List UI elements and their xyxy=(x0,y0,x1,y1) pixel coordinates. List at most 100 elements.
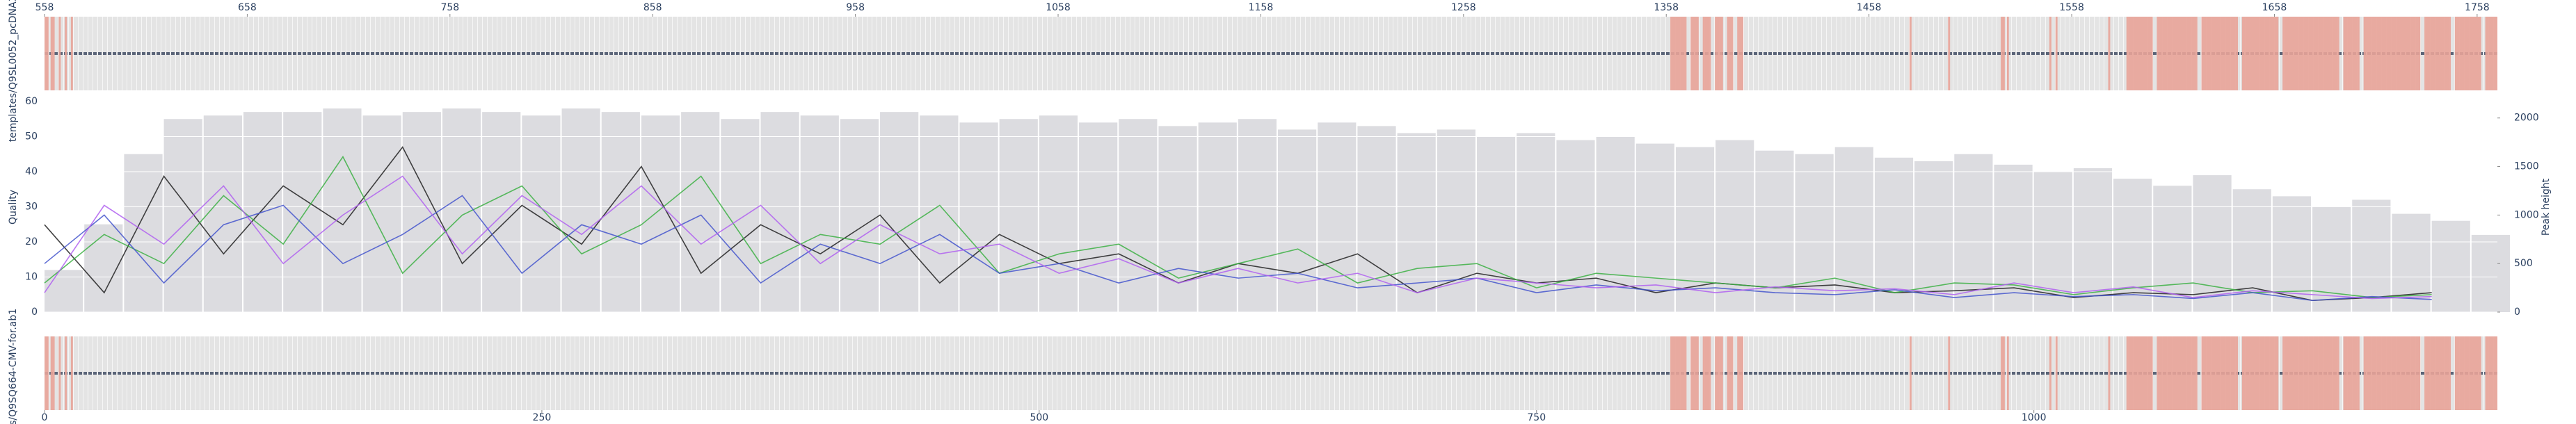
y2-tick-label: 500 xyxy=(2514,258,2533,269)
y2-tick-label: 0 xyxy=(2514,307,2520,318)
bottom-tick-label: 500 xyxy=(1030,412,1048,423)
quality-bar xyxy=(959,122,998,313)
top-tick-label: 1758 xyxy=(2465,2,2490,13)
y-tick-label: 10 xyxy=(25,272,38,283)
quality-bar xyxy=(1556,140,1595,312)
quality-bar xyxy=(681,112,720,312)
mismatch xyxy=(2343,336,2360,410)
quality-bar xyxy=(163,119,202,312)
quality-bar xyxy=(1397,133,1436,312)
quality-bar xyxy=(721,119,760,312)
mismatch xyxy=(2108,17,2111,90)
mismatch xyxy=(1737,336,1743,410)
y2-tick-label: 1000 xyxy=(2514,209,2539,220)
y-tick-label: 50 xyxy=(25,131,38,142)
mismatch xyxy=(2363,17,2421,90)
mismatch xyxy=(65,336,67,410)
quality-bar xyxy=(1874,157,1914,312)
quality-bar xyxy=(1437,129,1475,312)
mismatch xyxy=(2001,336,2005,410)
quality-bar xyxy=(482,112,521,312)
reference-label: templates/Q9SL0052_pcDNA3.1_mC xyxy=(8,0,19,142)
quality-bar xyxy=(2471,234,2511,312)
trace xyxy=(44,156,2432,298)
quality-bar xyxy=(641,115,680,312)
mismatch xyxy=(2126,17,2153,90)
mismatch xyxy=(1715,17,1723,90)
top-tick-label: 1058 xyxy=(1046,2,1071,13)
mismatch xyxy=(2006,336,2009,410)
quality-bar xyxy=(1039,115,1078,312)
quality-bar xyxy=(1954,154,1993,312)
quality-bar xyxy=(1278,129,1317,312)
mismatch xyxy=(1948,17,1951,90)
mismatch xyxy=(2126,336,2153,410)
mismatch xyxy=(58,17,61,90)
top-tick-label: 758 xyxy=(440,2,459,13)
mismatch xyxy=(1715,336,1723,410)
y-tick-label: 0 xyxy=(31,307,38,318)
quality-bar xyxy=(2272,196,2312,312)
mismatch xyxy=(1909,17,1912,90)
mismatch xyxy=(2241,336,2279,410)
y-tick-label: 60 xyxy=(25,96,38,107)
quality-bar xyxy=(2431,220,2470,312)
quality-bar xyxy=(1755,150,1794,312)
quality-bar xyxy=(760,112,799,312)
mismatch xyxy=(2049,17,2051,90)
mismatch xyxy=(2055,336,2058,410)
top-tick-label: 1658 xyxy=(2262,2,2287,13)
mismatch xyxy=(50,336,55,410)
y2-tick-label: 1500 xyxy=(2514,161,2539,172)
mismatch xyxy=(58,336,61,410)
mismatch xyxy=(1948,336,1951,410)
quality-bar xyxy=(1119,119,1158,312)
mismatch xyxy=(2241,17,2279,90)
read-label: ults/Q9SQ664-CMV-for.ab1 xyxy=(8,309,19,424)
top-tick-label: 1158 xyxy=(1249,2,1274,13)
top-tick-label: 1558 xyxy=(2059,2,2084,13)
quality-bar xyxy=(2193,175,2232,312)
read-track xyxy=(45,336,2497,410)
top-tick-label: 658 xyxy=(238,2,257,13)
mismatch xyxy=(2006,17,2009,90)
mismatch xyxy=(1737,17,1743,90)
quality-bar xyxy=(561,108,600,312)
mismatch xyxy=(2001,17,2005,90)
y-tick-label: 40 xyxy=(25,166,38,177)
mismatch xyxy=(1727,336,1734,410)
quality-bar xyxy=(1318,122,1357,313)
mismatch xyxy=(45,336,49,410)
mismatch xyxy=(2108,336,2111,410)
mismatch xyxy=(2485,17,2497,90)
y2-tick-label: 2000 xyxy=(2514,113,2539,124)
top-tick-label: 858 xyxy=(643,2,662,13)
mismatch xyxy=(45,17,49,90)
quality-bar xyxy=(2073,168,2113,312)
quality-bar xyxy=(1914,161,1953,312)
quality-bar xyxy=(323,108,362,312)
quality-bar xyxy=(1715,140,1754,312)
mismatch xyxy=(1702,336,1711,410)
y-tick-label: 30 xyxy=(25,202,38,213)
quality-bar xyxy=(522,115,561,312)
quality-bar xyxy=(2113,179,2152,312)
mismatch xyxy=(1690,336,1699,410)
mismatch xyxy=(1670,336,1687,410)
mismatch xyxy=(2282,336,2339,410)
mismatch xyxy=(2055,17,2058,90)
mismatch xyxy=(70,17,73,90)
mismatch xyxy=(70,336,73,410)
quality-bar xyxy=(999,119,1038,312)
quality-bar xyxy=(45,270,83,312)
quality-bar xyxy=(840,119,879,312)
quality-bar xyxy=(203,115,242,312)
top-tick-label: 558 xyxy=(35,2,54,13)
quality-bar xyxy=(1079,122,1118,313)
quality-bar xyxy=(283,112,322,312)
mismatch xyxy=(2157,336,2198,410)
top-tick-label: 1258 xyxy=(1451,2,1476,13)
mismatch xyxy=(2049,336,2051,410)
bottom-tick-label: 250 xyxy=(533,412,552,423)
quality-bar xyxy=(442,108,481,312)
